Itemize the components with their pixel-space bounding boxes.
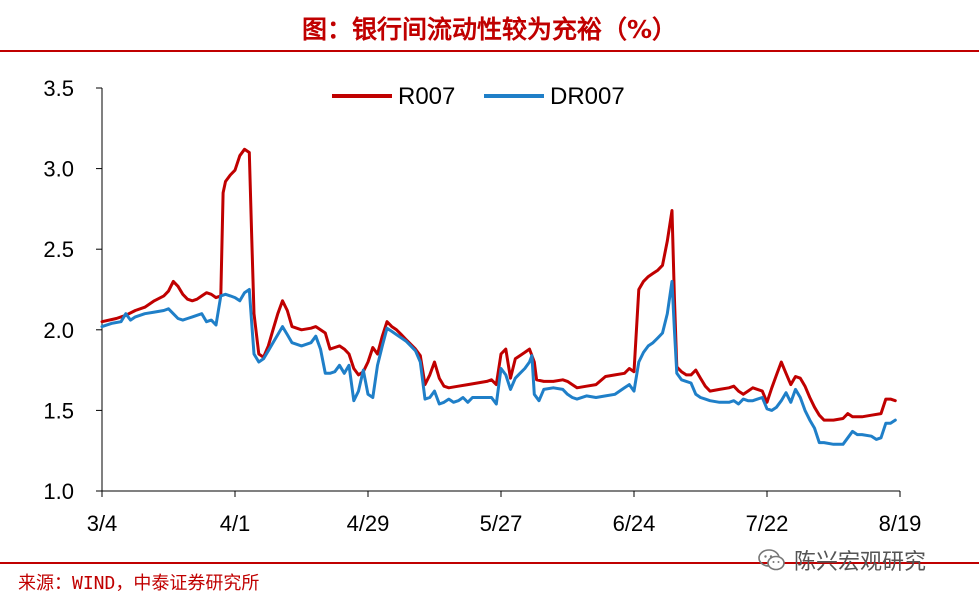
x-tick-label: 3/4	[87, 511, 118, 536]
x-tick-label: 8/19	[879, 511, 922, 536]
series-layer	[100, 147, 897, 446]
axes: 1.0 1.5 2.0 2.5 3.0 3.5 3/4 4/1 4/29 5/27 6/24 7/22…	[43, 76, 921, 536]
watermark: 陈兴宏观研究	[758, 545, 926, 575]
x-tick-label: 4/1	[220, 511, 251, 536]
wechat-icon	[758, 549, 785, 571]
y-tick-label: 1.5	[43, 398, 74, 423]
footer-rule	[0, 562, 979, 564]
line-chart: 1.0 1.5 2.0 2.5 3.0 3.5 3/4 4/1 4/29 5/27 6/24 7/22…	[43, 76, 921, 536]
y-tick-label: 3.5	[43, 76, 74, 101]
legend-label-r007: R007	[398, 83, 455, 110]
series-line-dr007	[100, 279, 897, 446]
y-tick-label: 1.0	[43, 479, 74, 504]
y-tick-label: 2.0	[43, 318, 74, 343]
source-note: 来源：WIND，中泰证券研究所	[18, 573, 260, 594]
title-bar: 图：银行间流动性较为充裕（%）	[0, 0, 979, 52]
x-tick-label: 5/27	[480, 511, 523, 536]
title-rule	[0, 50, 979, 52]
y-tick-label: 3.0	[43, 157, 74, 182]
legend: R007 DR007	[332, 83, 625, 110]
x-tick-label: 7/22	[746, 511, 789, 536]
x-tick-label: 4/29	[347, 511, 390, 536]
series-line-r007	[100, 147, 897, 422]
y-tick-label: 2.5	[43, 237, 74, 262]
watermark-text: 陈兴宏观研究	[794, 550, 927, 575]
x-tick-label: 6/24	[613, 511, 656, 536]
chart-title: 图：银行间流动性较为充裕（%）	[301, 15, 678, 44]
legend-label-dr007: DR007	[550, 83, 625, 110]
